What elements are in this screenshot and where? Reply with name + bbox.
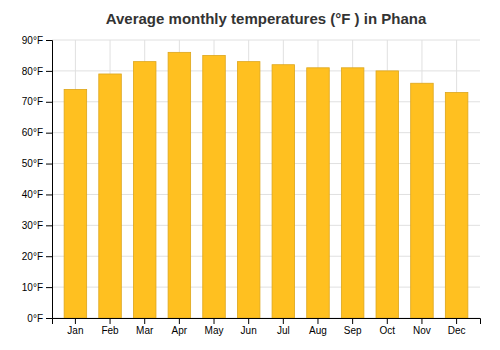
y-tick-label: 90°F [22, 35, 43, 46]
y-tick-mark [46, 164, 52, 165]
x-tick-mark [179, 318, 180, 324]
x-tick: Jul [277, 318, 290, 336]
x-tick: Jan [67, 318, 83, 336]
y-tick-mark [46, 318, 52, 319]
x-tick: Nov [413, 318, 431, 336]
x-tick-mark [283, 318, 284, 324]
x-tick-label: Sep [344, 325, 362, 336]
x-tick-mark [75, 318, 76, 324]
y-tick: 80°F [22, 66, 52, 77]
x-tick-label: Aug [309, 325, 327, 336]
bar [307, 68, 330, 318]
chart-container: Jan Feb Mar Apr May Jun Jul Aug Sep Oct Nov Dec 0°F 1… [0, 0, 500, 350]
x-tick-label: Jul [277, 325, 290, 336]
y-tick: 10°F [22, 282, 52, 293]
x-tick-label: Jan [67, 325, 83, 336]
y-tick-mark [46, 287, 52, 288]
x-tick-mark [352, 318, 353, 324]
bar [272, 65, 295, 318]
bar [237, 62, 260, 318]
y-tick-label: 40°F [22, 189, 43, 200]
x-tick-label: Dec [448, 325, 466, 336]
y-tick-label: 60°F [22, 127, 43, 138]
chart-svg: Jan Feb Mar Apr May Jun Jul Aug Sep Oct Nov Dec 0°F 1… [0, 0, 500, 350]
y-grid-line [52, 70, 480, 71]
y-tick-label: 10°F [22, 282, 43, 293]
y-tick: 70°F [22, 96, 52, 107]
x-tick-label: Mar [136, 325, 154, 336]
x-tick: Apr [172, 318, 188, 336]
x-tick-label: Apr [172, 325, 188, 336]
y-tick-label: 70°F [22, 96, 43, 107]
y-tick-mark [46, 133, 52, 134]
y-tick-mark [46, 71, 52, 72]
grid [52, 40, 480, 318]
bar [133, 62, 156, 318]
x-axis-line [53, 319, 481, 325]
y-tick-mark [46, 194, 52, 195]
y-axis-line [46, 41, 53, 319]
bar [99, 74, 122, 318]
y-tick: 40°F [22, 189, 52, 200]
y-grid-line [52, 40, 480, 41]
y-tick: 60°F [22, 127, 52, 138]
x-tick-mark [214, 318, 215, 324]
y-tick: 30°F [22, 220, 52, 231]
x-tick: Sep [344, 318, 362, 336]
x-tick: Feb [101, 318, 119, 336]
x-axis: Jan Feb Mar Apr May Jun Jul Aug Sep Oct Nov Dec [53, 318, 481, 336]
chart-title: Average monthly temperatures (°F ) in Ph… [106, 10, 427, 27]
x-tick: Aug [309, 318, 327, 336]
x-tick: Oct [380, 318, 396, 336]
x-tick: Mar [136, 318, 154, 336]
x-tick-mark [456, 318, 457, 324]
y-tick: 50°F [22, 158, 52, 169]
y-tick-mark [46, 102, 52, 103]
y-tick-mark [46, 256, 52, 257]
y-tick: 0°F [27, 313, 52, 324]
x-tick: Dec [448, 318, 466, 336]
x-tick-mark [421, 318, 422, 324]
x-tick-mark [387, 318, 388, 324]
x-tick-label: Oct [380, 325, 396, 336]
x-tick-label: Jun [241, 325, 257, 336]
x-tick-mark [144, 318, 145, 324]
bars [64, 52, 468, 318]
bar [64, 89, 87, 318]
y-tick-label: 30°F [22, 220, 43, 231]
y-tick-label: 20°F [22, 251, 43, 262]
x-tick-label: Feb [101, 325, 119, 336]
y-tick-label: 80°F [22, 66, 43, 77]
y-tick-mark [46, 225, 52, 226]
bar [203, 55, 226, 318]
y-tick: 20°F [22, 251, 52, 262]
x-tick: Jun [241, 318, 257, 336]
bar [168, 52, 191, 318]
y-tick: 90°F [22, 35, 52, 46]
x-tick-label: May [205, 325, 224, 336]
plot-area: Jan Feb Mar Apr May Jun Jul Aug Sep Oct Nov Dec 0°F 1… [22, 35, 481, 336]
bar [341, 68, 364, 318]
bar [376, 71, 399, 318]
y-tick-label: 50°F [22, 158, 43, 169]
x-tick-label: Nov [413, 325, 431, 336]
x-tick-mark [248, 318, 249, 324]
bar [411, 83, 434, 318]
x-tick-mark [110, 318, 111, 324]
y-tick-label: 0°F [27, 313, 43, 324]
x-tick-mark [317, 318, 318, 324]
y-axis: 0°F 10°F 20°F 30°F 40°F 50°F 60°F 70°F 80°F 90°F [22, 35, 53, 324]
y-tick-mark [46, 40, 52, 41]
bar [445, 93, 468, 318]
x-tick: May [205, 318, 224, 336]
